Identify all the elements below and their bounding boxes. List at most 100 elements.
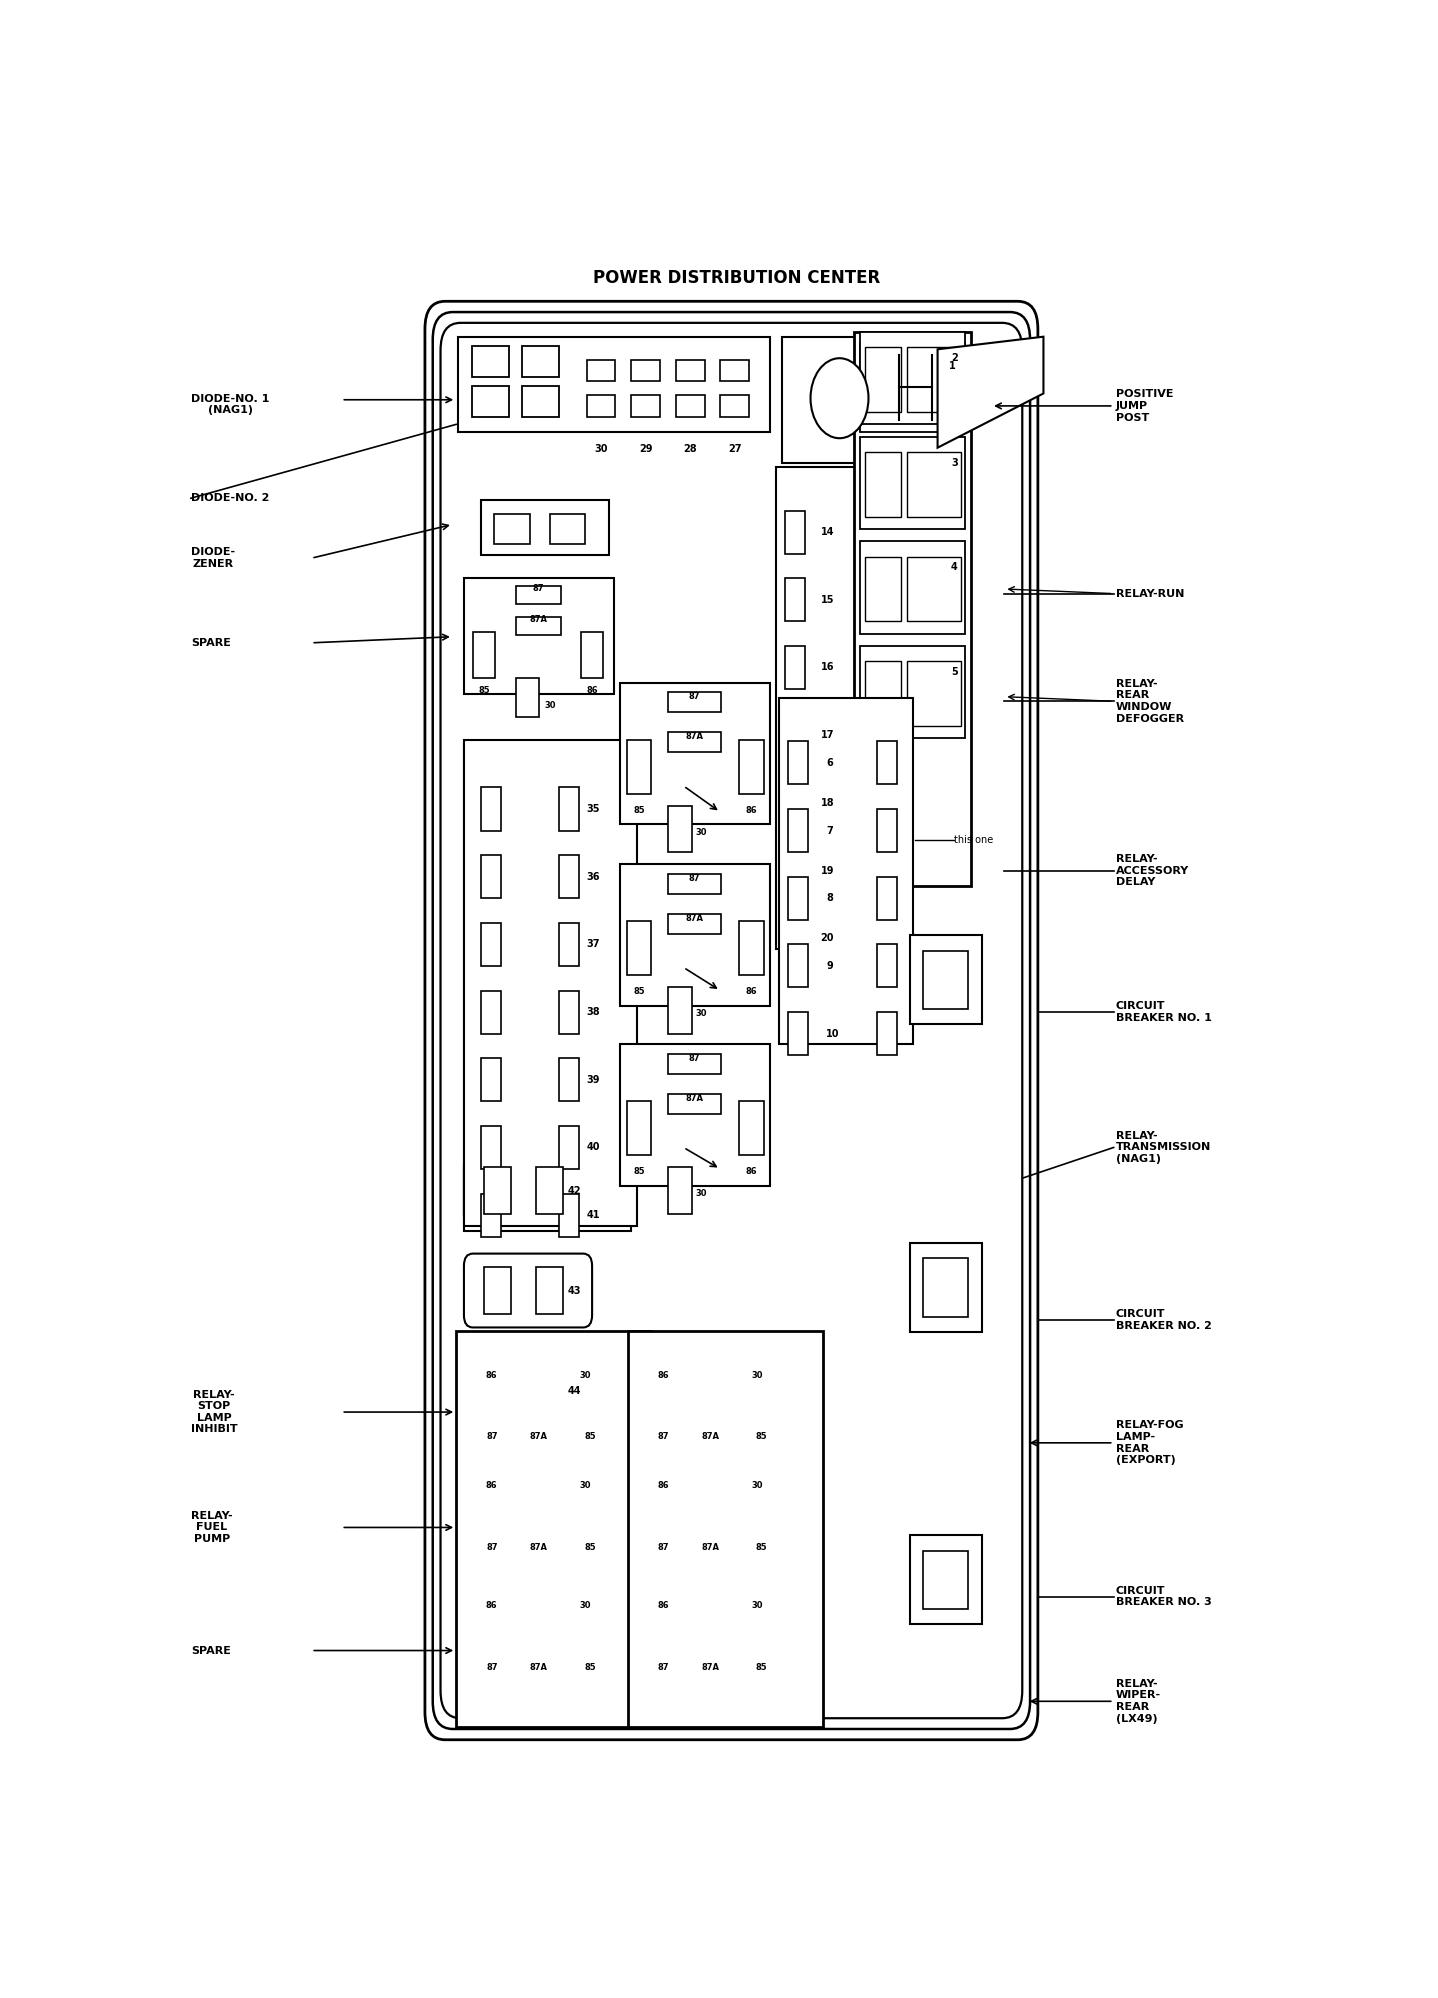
Bar <box>860 344 965 432</box>
Bar <box>464 739 637 1227</box>
Bar <box>910 935 982 1025</box>
Bar <box>581 631 604 677</box>
Bar <box>907 557 961 621</box>
Bar <box>782 338 949 464</box>
Bar <box>467 1590 610 1686</box>
Text: 30: 30 <box>751 1602 762 1610</box>
Text: 87A: 87A <box>529 615 548 623</box>
Text: 87: 87 <box>486 1542 498 1552</box>
Bar <box>476 1445 500 1483</box>
Bar <box>907 452 961 517</box>
FancyBboxPatch shape <box>433 312 1030 1728</box>
Text: 30: 30 <box>696 1189 707 1199</box>
Text: 85: 85 <box>479 685 490 695</box>
Bar <box>788 945 808 987</box>
Text: 87: 87 <box>486 1433 498 1441</box>
Bar <box>788 741 808 785</box>
Text: 87A: 87A <box>529 1433 548 1441</box>
Bar <box>788 877 808 919</box>
Text: 19: 19 <box>821 865 834 875</box>
Bar <box>866 452 900 517</box>
Bar <box>522 1674 546 1714</box>
Bar <box>785 781 805 825</box>
Text: 41: 41 <box>587 1211 600 1221</box>
Text: 87A: 87A <box>529 1542 548 1552</box>
Bar <box>647 1604 673 1642</box>
Bar <box>748 1604 772 1642</box>
Bar <box>522 346 558 378</box>
Bar <box>785 645 805 689</box>
FancyBboxPatch shape <box>464 1253 592 1327</box>
Text: 87A: 87A <box>529 1662 548 1672</box>
Bar <box>472 346 509 378</box>
Bar <box>467 1471 610 1566</box>
Text: 87A: 87A <box>686 731 703 741</box>
Bar <box>558 1193 578 1237</box>
Text: POSITIVE
JUMP
POST: POSITIVE JUMP POST <box>1116 390 1173 422</box>
Bar <box>480 1193 500 1237</box>
Text: 30: 30 <box>696 1009 707 1019</box>
Bar <box>558 1127 578 1169</box>
FancyBboxPatch shape <box>464 1153 592 1227</box>
Text: 85: 85 <box>633 1167 644 1177</box>
Text: 3: 3 <box>951 458 958 468</box>
Bar <box>874 577 894 621</box>
Text: 30: 30 <box>544 701 555 711</box>
Bar <box>558 855 578 899</box>
Text: 85: 85 <box>756 1433 768 1441</box>
Bar <box>464 577 614 693</box>
Bar <box>522 386 558 418</box>
Text: 1: 1 <box>949 362 955 372</box>
Bar <box>536 1267 564 1313</box>
Text: 87A: 87A <box>702 1662 719 1672</box>
Bar <box>785 917 805 959</box>
Text: RELAY-
FUEL
PUMP: RELAY- FUEL PUMP <box>191 1510 233 1544</box>
Bar <box>485 1267 510 1313</box>
Bar <box>874 849 894 891</box>
Text: 6: 6 <box>825 757 833 767</box>
Bar <box>464 745 631 1231</box>
Bar <box>785 577 805 621</box>
Text: 86: 86 <box>746 987 758 997</box>
Bar <box>456 1331 651 1728</box>
Bar <box>476 1485 500 1522</box>
Text: 30: 30 <box>751 1481 762 1491</box>
Bar <box>485 1367 510 1415</box>
Bar <box>631 360 660 382</box>
Text: 87A: 87A <box>686 1093 703 1103</box>
Bar <box>480 855 500 899</box>
Text: 44: 44 <box>568 1385 581 1395</box>
Bar <box>860 438 965 529</box>
Bar <box>785 511 805 553</box>
Bar <box>877 809 897 851</box>
Text: CIRCUIT
BREAKER NO. 3: CIRCUIT BREAKER NO. 3 <box>1116 1586 1212 1608</box>
Text: 87A: 87A <box>702 1542 719 1552</box>
Text: 8: 8 <box>825 893 833 903</box>
Bar <box>693 1554 719 1594</box>
Text: 86: 86 <box>657 1481 669 1491</box>
Bar <box>779 697 913 1045</box>
Text: 16: 16 <box>821 663 834 673</box>
Text: 87A: 87A <box>686 913 703 923</box>
Text: 85: 85 <box>584 1662 595 1672</box>
Bar <box>667 913 722 933</box>
Text: 86: 86 <box>657 1602 669 1610</box>
Bar <box>631 396 660 418</box>
Bar <box>788 809 808 851</box>
Bar <box>467 1361 610 1455</box>
Bar <box>522 1554 546 1594</box>
Text: this one: this one <box>955 835 994 845</box>
Text: 87: 87 <box>486 1662 498 1672</box>
Bar <box>748 1674 772 1714</box>
Bar <box>485 1167 510 1213</box>
Bar <box>667 691 722 711</box>
Text: CIRCUIT
BREAKER NO. 2: CIRCUIT BREAKER NO. 2 <box>1116 1309 1212 1331</box>
Bar <box>516 585 561 603</box>
Text: 42: 42 <box>568 1185 581 1195</box>
Text: DIODE-
ZENER: DIODE- ZENER <box>191 547 234 569</box>
Text: 86: 86 <box>746 805 758 815</box>
Bar <box>860 541 965 633</box>
Bar <box>907 661 961 725</box>
Bar <box>785 849 805 891</box>
Bar <box>647 1674 673 1714</box>
